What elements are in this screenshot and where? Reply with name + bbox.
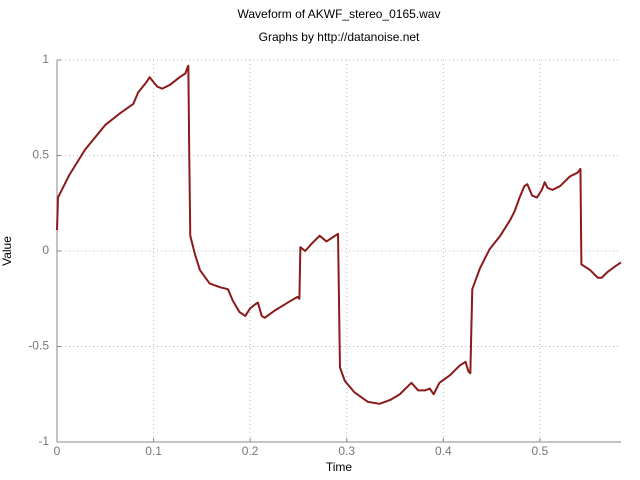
- y-tick-label: 0.5: [32, 148, 49, 162]
- x-tick-label: 0.2: [242, 444, 259, 458]
- y-tick-label: 1: [42, 52, 49, 66]
- x-axis-label: Time: [326, 460, 353, 474]
- x-tick-label: 0: [54, 444, 61, 458]
- y-tick-label: 0: [42, 243, 49, 257]
- y-axis-label: Value: [0, 236, 14, 266]
- x-tick-label: 0.1: [145, 444, 162, 458]
- x-tick-label: 0.3: [338, 444, 355, 458]
- x-tick-label: 0.5: [532, 444, 549, 458]
- y-tick-label: -0.5: [28, 339, 49, 353]
- x-tick-label: 0.4: [435, 444, 452, 458]
- y-tick-label: -1: [38, 434, 49, 448]
- chart-title: Waveform of AKWF_stereo_0165.wav: [238, 7, 441, 21]
- waveform-line: [56, 64, 622, 405]
- chart-subtitle: Graphs by http://datanoise.net: [259, 30, 420, 44]
